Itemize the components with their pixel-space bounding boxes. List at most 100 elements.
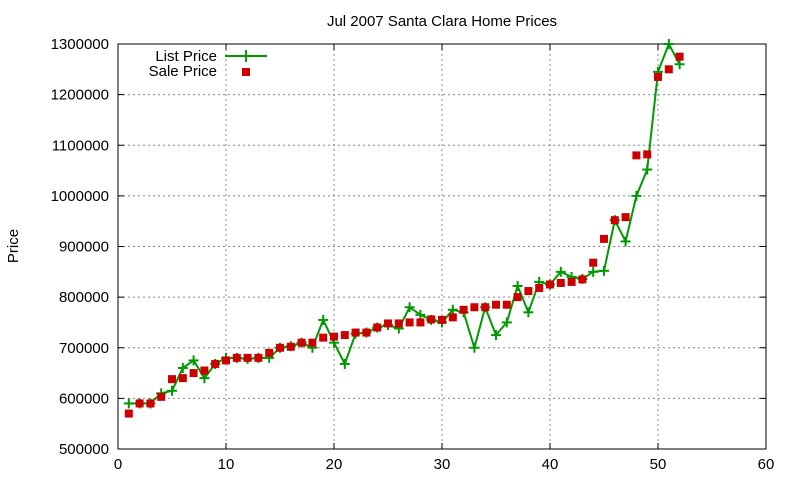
y-tick-label: 1200000	[51, 87, 109, 104]
point-list-price	[599, 265, 609, 276]
legend-label-list-price: List Price	[155, 48, 217, 65]
y-tick-label: 500000	[59, 441, 109, 458]
point-sale-price	[265, 348, 274, 357]
point-sale-price	[243, 353, 252, 362]
point-sale-price	[632, 151, 641, 160]
point-list-price	[555, 266, 566, 277]
point-sale-price	[308, 338, 317, 347]
point-list-price	[523, 307, 534, 318]
point-list-price	[469, 342, 480, 353]
point-list-price	[674, 59, 685, 70]
point-sale-price	[168, 375, 176, 384]
point-sale-price	[297, 338, 306, 347]
point-sale-price	[448, 313, 457, 322]
point-list-price	[404, 302, 415, 313]
point-list-price	[620, 236, 631, 247]
point-sale-price	[157, 392, 166, 401]
x-tick-label: 0	[114, 456, 122, 473]
y-tick-label: 1300000	[51, 36, 109, 53]
legend: List Price Sale Price	[149, 48, 267, 80]
point-sale-price	[675, 52, 684, 61]
point-sale-price	[319, 333, 328, 342]
grid-lines	[118, 44, 766, 449]
point-sale-price	[556, 278, 565, 287]
point-sale-price	[524, 287, 533, 296]
y-tick-label: 800000	[59, 289, 109, 306]
axis-ticks: 0 10 20 30 40 50 60 500000 600000 700000 800000 900…	[51, 36, 775, 473]
y-axis-label: Price	[5, 229, 22, 263]
point-sale-price	[286, 342, 295, 351]
point-sale-price	[189, 369, 198, 378]
x-tick-label: 30	[434, 456, 451, 473]
point-list-price	[123, 398, 134, 409]
x-tick-label: 40	[542, 456, 559, 473]
point-sale-price	[211, 359, 220, 368]
point-sale-price	[654, 72, 662, 81]
point-sale-price	[254, 353, 263, 362]
point-sale-price	[610, 216, 619, 225]
point-sale-price	[621, 213, 630, 222]
y-tick-label: 1100000	[52, 137, 109, 154]
point-list-price	[177, 363, 188, 373]
point-sale-price	[578, 275, 587, 284]
point-list-price	[491, 330, 501, 341]
legend-label-sale-price: Sale Price	[149, 63, 217, 80]
point-sale-price	[438, 315, 446, 324]
point-sale-price	[384, 319, 392, 328]
point-sale-price	[340, 331, 349, 340]
y-tick-label: 1000000	[51, 188, 109, 205]
point-sale-price	[546, 280, 554, 289]
point-list-price	[188, 355, 199, 366]
chart-title: Jul 2007 Santa Clara Home Prices	[327, 13, 557, 30]
point-sale-price	[146, 399, 155, 408]
series-line-list-price	[128, 43, 681, 405]
point-sale-price	[502, 300, 511, 309]
point-sale-price	[405, 318, 414, 327]
point-sale-price	[200, 366, 209, 375]
point-list-price	[447, 304, 458, 315]
point-list-price	[167, 385, 177, 396]
point-sale-price	[351, 328, 360, 337]
point-list-price	[631, 190, 642, 201]
x-tick-label: 10	[218, 456, 235, 473]
y-tick-label: 700000	[59, 340, 109, 357]
legend-marker-sale-price	[242, 68, 250, 76]
legend-marker-list-price	[240, 50, 252, 62]
point-sale-price	[427, 315, 436, 324]
point-sale-price	[178, 374, 187, 383]
point-sale-price	[416, 318, 425, 327]
point-list-price	[663, 39, 674, 49]
point-sale-price	[373, 323, 382, 332]
point-list-price	[501, 317, 512, 328]
point-list-price	[339, 358, 350, 369]
y-tick-label: 600000	[59, 390, 109, 407]
point-sale-price	[276, 343, 284, 352]
point-sale-price	[135, 399, 144, 408]
point-sale-price	[394, 319, 403, 328]
point-sale-price	[535, 284, 544, 293]
point-list-price	[588, 266, 599, 277]
point-list-price	[415, 309, 426, 320]
x-tick-label: 20	[326, 456, 343, 473]
x-tick-label: 50	[650, 456, 667, 473]
x-tick-label: 60	[758, 456, 775, 473]
point-sale-price	[567, 277, 576, 286]
point-sale-price	[589, 258, 598, 267]
point-list-price	[318, 314, 329, 325]
point-sale-price	[459, 305, 468, 314]
point-list-price	[512, 280, 523, 291]
point-sale-price	[362, 328, 371, 337]
y-tick-label: 900000	[59, 239, 109, 256]
point-sale-price	[330, 332, 338, 341]
point-sale-price	[124, 409, 133, 418]
point-sale-price	[664, 65, 673, 74]
point-list-price	[642, 164, 653, 175]
series	[123, 39, 685, 418]
point-sale-price	[222, 356, 230, 365]
point-sale-price	[470, 303, 479, 312]
point-sale-price	[643, 150, 652, 159]
point-sale-price	[600, 234, 608, 243]
point-sale-price	[513, 293, 522, 302]
point-sale-price	[492, 300, 500, 309]
